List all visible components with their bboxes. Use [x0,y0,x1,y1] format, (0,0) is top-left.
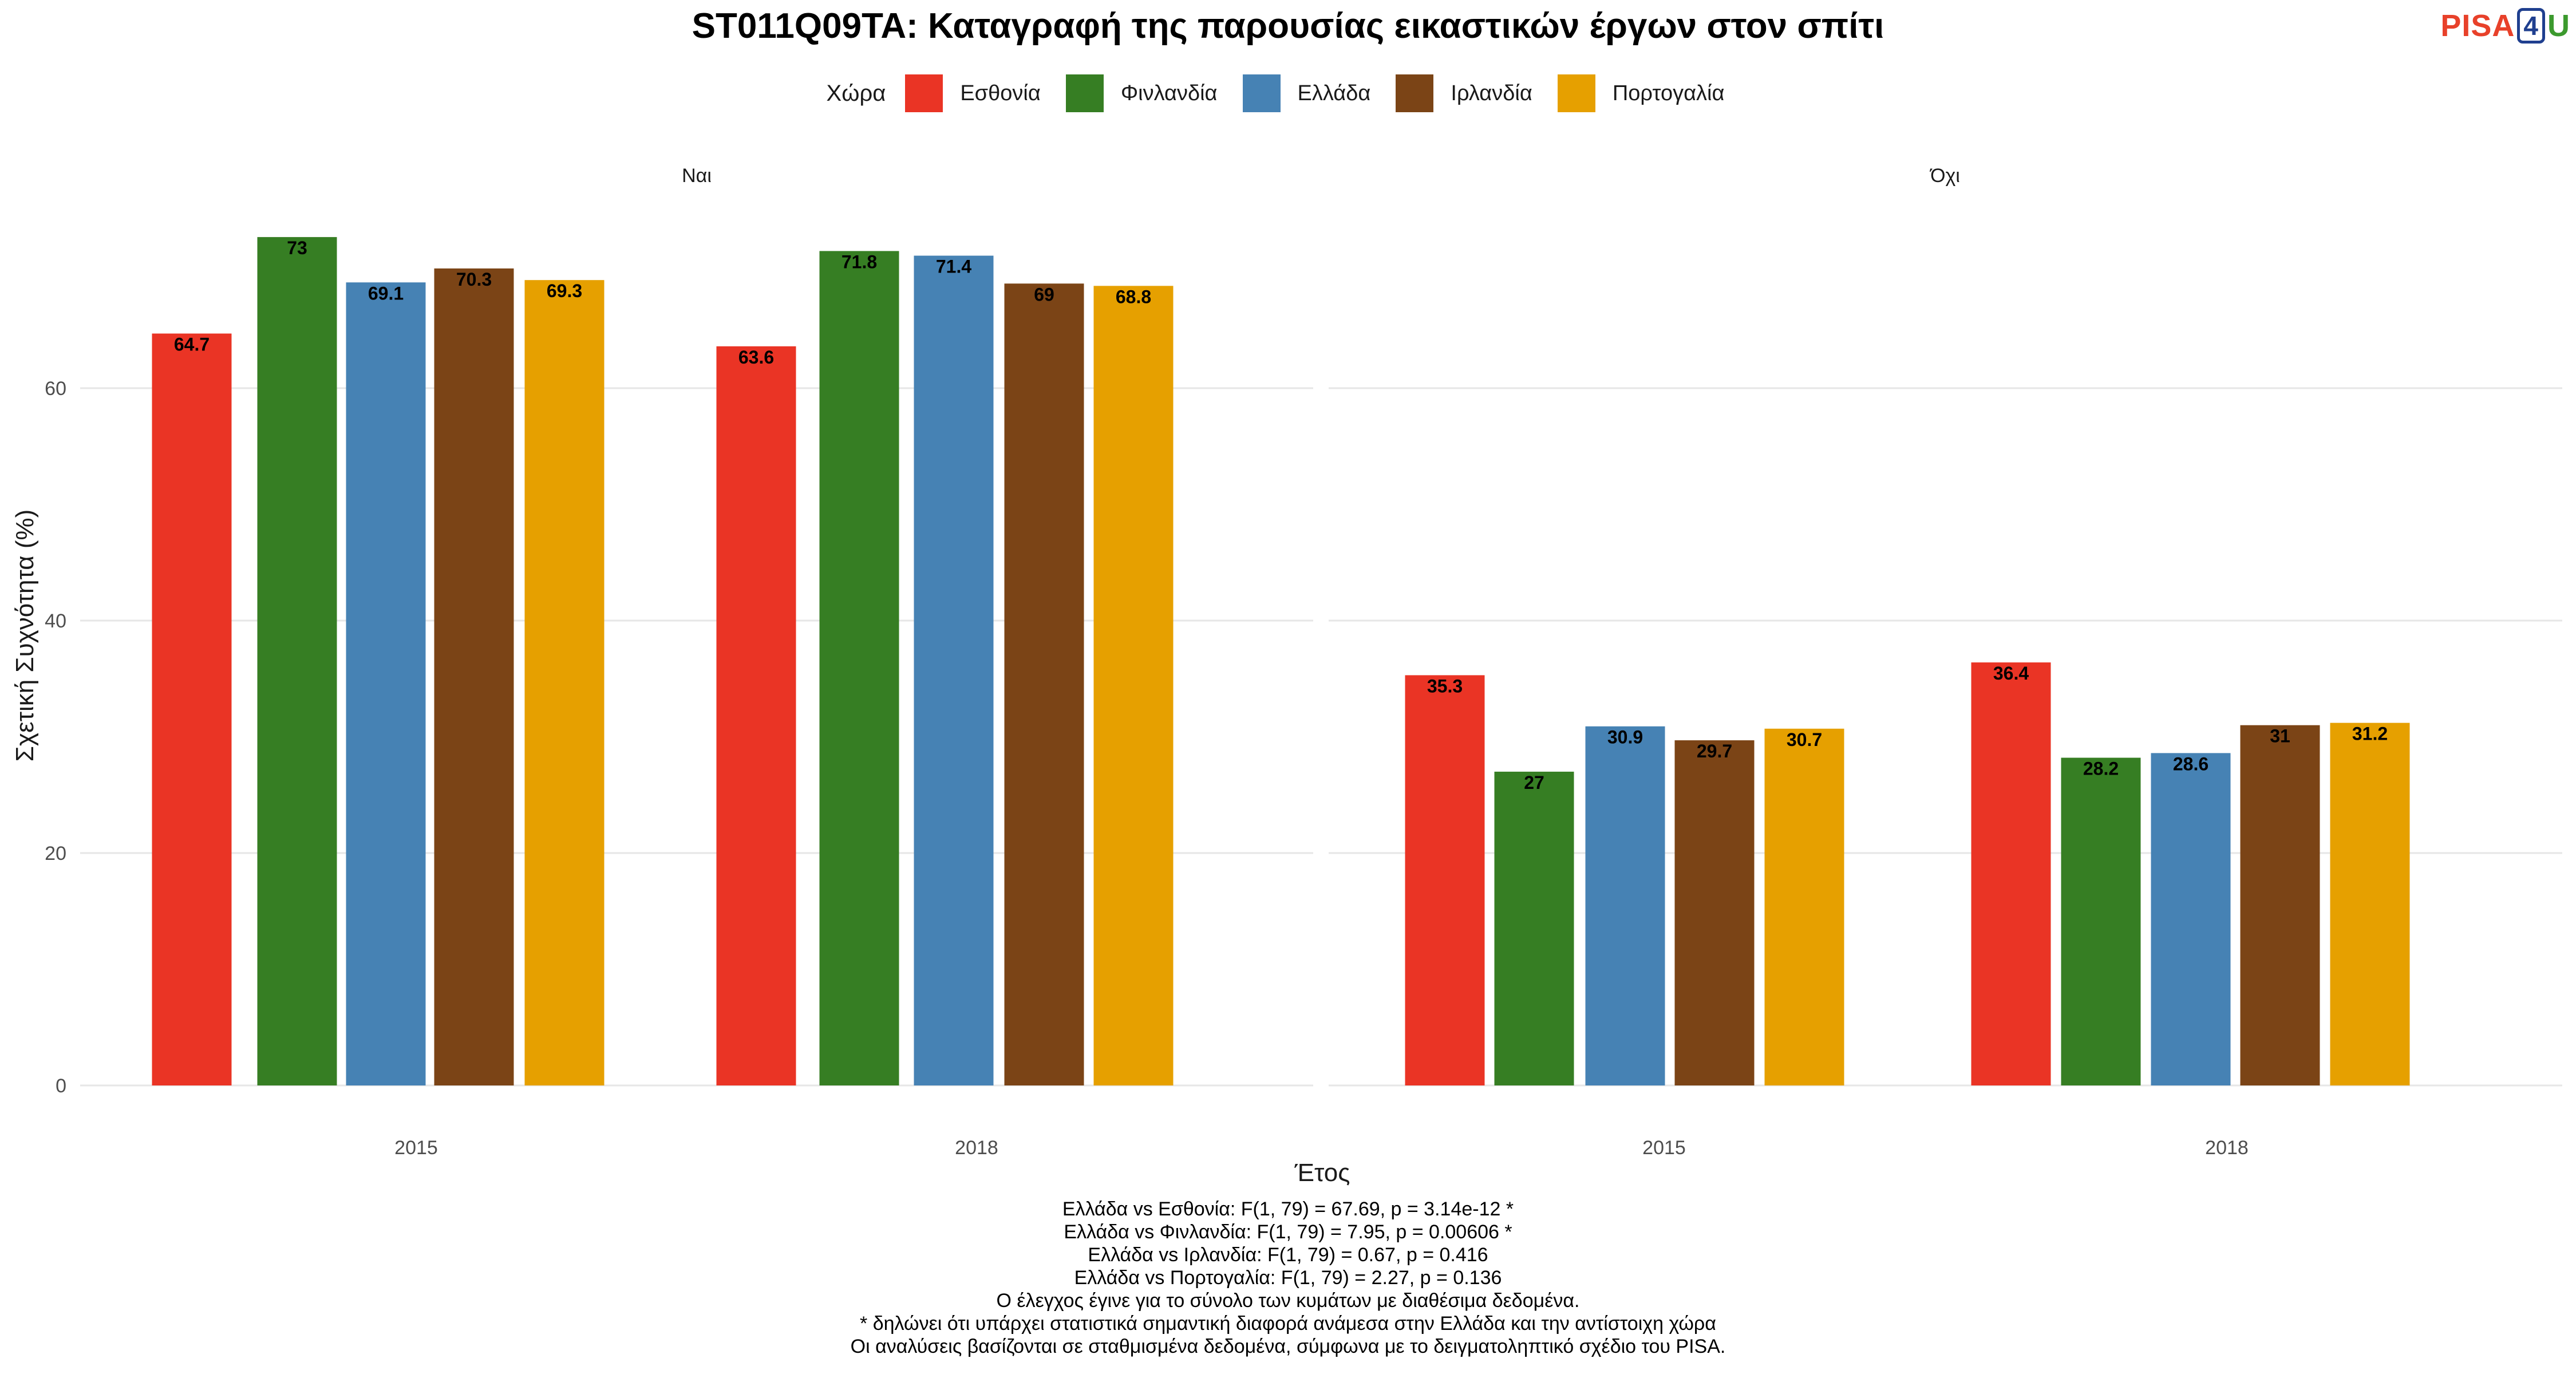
data-label: 69.3 [547,281,582,301]
footnote-line: Οι αναλύσεις βασίζονται σε σταθμισμένα δ… [850,1336,1726,1357]
x-tick-label: 2015 [394,1137,438,1159]
data-label: 71.4 [936,256,971,277]
logo-text-pisa: PISA [2440,9,2515,43]
data-label: 30.7 [1787,729,1822,750]
y-tick-label: 40 [45,610,66,632]
legend-item-ireland: Ιρλανδία [1396,74,1532,112]
pisa4u-logo: PISA 4 U [2440,8,2570,44]
bar [1405,675,1485,1085]
legend-swatch-ireland [1396,74,1434,112]
logo-text-u: U [2547,9,2570,43]
legend-label-ireland: Ιρλανδία [1451,81,1532,105]
footnote-line: Ελλάδα vs Ιρλανδία: F(1, 79) = 0.67, p =… [1088,1244,1488,1266]
legend-item-greece: Ελλάδα [1242,74,1371,112]
bar [434,268,514,1085]
bar [1004,283,1084,1085]
footnote-line: Ελλάδα vs Εσθονία: F(1, 79) = 67.69, p =… [1062,1198,1514,1220]
data-label: 69.1 [368,283,404,303]
legend-label-finland: Φινλανδία [1120,81,1218,105]
logo-text-four: 4 [2517,8,2545,44]
legend-swatch-portugal [1557,74,1595,112]
data-label: 68.8 [1116,286,1151,307]
data-label: 63.6 [738,347,774,368]
legend-swatch-estonia [905,74,943,112]
data-label: 35.3 [1427,676,1463,696]
footnote-line: Ελλάδα vs Πορτογαλία: F(1, 79) = 2.27, p… [1074,1267,1502,1289]
legend-label-portugal: Πορτογαλία [1612,81,1725,105]
data-label: 28.2 [2083,759,2119,779]
x-tick-label: 2018 [2205,1137,2249,1159]
data-label: 71.8 [841,251,877,272]
data-label: 30.9 [1607,727,1643,748]
legend-item-finland: Φινλανδία [1065,74,1218,112]
bar [2330,722,2410,1085]
data-label: 27 [1524,772,1544,793]
chart-title: ST011Q09TA: Καταγραφή της παρουσίας εικα… [692,6,1884,46]
data-label: 73 [287,238,307,258]
x-axis-label: Έτος [1294,1159,1350,1187]
facet-strip-label: Όχι [1929,165,1960,187]
footnote-line: Ο έλεγχος έγινε για το σύνολο των κυμάτω… [996,1290,1580,1312]
x-tick-label: 2015 [1642,1137,1686,1159]
legend-label-greece: Ελλάδα [1297,81,1371,105]
bar [1585,726,1665,1085]
data-label: 31.2 [2352,724,2388,744]
bar [2061,757,2141,1085]
data-label: 36.4 [1993,663,2029,684]
facet-strip-label: Ναι [682,165,712,187]
data-label: 28.6 [2173,753,2208,774]
data-label: 64.7 [174,334,210,355]
bar [346,282,426,1085]
bar [257,237,337,1086]
legend: Χώρα Εσθονία Φινλανδία Ελλάδα Ιρλανδία Π… [0,74,2576,112]
bar [1764,728,1844,1085]
legend-item-portugal: Πορτογαλία [1557,74,1725,112]
legend-title: Χώρα [826,80,886,106]
y-axis-label: Σχετική Συχνότητα (%) [11,509,39,762]
bar [152,333,232,1085]
footnote-line: Ελλάδα vs Φινλανδία: F(1, 79) = 7.95, p … [1064,1221,1512,1243]
bar [1494,771,1574,1085]
bar [1971,662,2051,1085]
bar [2151,753,2231,1085]
y-tick-label: 20 [45,843,66,864]
footnote-line: * δηλώνει ότι υπάρχει στατιστικά σημαντι… [860,1313,1716,1334]
data-label: 69 [1034,284,1054,305]
y-tick-label: 60 [45,378,66,400]
bar [914,255,994,1086]
bar [1674,740,1755,1085]
bar [716,346,796,1086]
legend-item-estonia: Εσθονία [905,74,1041,112]
bar [524,280,605,1086]
y-tick-label: 0 [56,1075,66,1097]
x-tick-label: 2018 [955,1137,998,1159]
legend-label-estonia: Εσθονία [960,81,1041,105]
bar [1093,286,1174,1085]
legend-swatch-finland [1065,74,1104,112]
footnotes: Ελλάδα vs Εσθονία: F(1, 79) = 67.69, p =… [0,1198,2576,1358]
bar [819,251,899,1086]
data-label: 70.3 [456,269,492,290]
bar [2240,725,2320,1085]
legend-swatch-greece [1242,74,1281,112]
data-label: 29.7 [1697,741,1732,761]
data-label: 31 [2270,726,2290,747]
